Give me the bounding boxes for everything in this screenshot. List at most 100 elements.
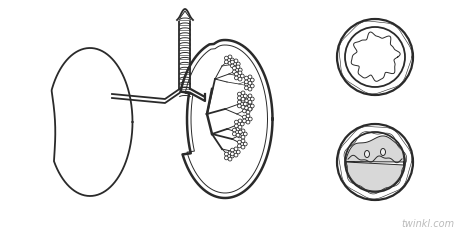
Circle shape <box>337 19 413 95</box>
Circle shape <box>243 105 246 109</box>
Circle shape <box>225 152 228 156</box>
Circle shape <box>237 96 241 100</box>
Circle shape <box>245 107 249 111</box>
Circle shape <box>247 78 251 82</box>
Circle shape <box>245 76 248 80</box>
Circle shape <box>238 71 242 75</box>
Circle shape <box>243 132 247 136</box>
Circle shape <box>228 61 232 65</box>
Circle shape <box>235 120 238 124</box>
Circle shape <box>241 139 245 143</box>
Polygon shape <box>351 32 400 81</box>
Circle shape <box>345 132 405 192</box>
Circle shape <box>237 144 241 148</box>
Circle shape <box>237 62 240 66</box>
Circle shape <box>241 91 245 95</box>
Circle shape <box>235 130 239 134</box>
Circle shape <box>237 134 241 138</box>
Circle shape <box>240 132 244 136</box>
Circle shape <box>250 78 254 82</box>
Circle shape <box>237 100 241 104</box>
Circle shape <box>241 105 245 109</box>
Circle shape <box>233 62 237 66</box>
Circle shape <box>250 97 254 101</box>
Circle shape <box>237 74 241 78</box>
Circle shape <box>248 75 252 79</box>
Circle shape <box>246 104 250 108</box>
Circle shape <box>246 120 250 124</box>
Circle shape <box>232 66 236 70</box>
Circle shape <box>243 109 246 113</box>
Circle shape <box>230 148 234 152</box>
Circle shape <box>225 156 228 160</box>
Circle shape <box>230 58 234 62</box>
Circle shape <box>241 129 245 133</box>
Circle shape <box>236 133 240 137</box>
Circle shape <box>345 27 405 87</box>
Circle shape <box>241 135 245 139</box>
Circle shape <box>227 154 231 158</box>
Circle shape <box>237 140 241 144</box>
Circle shape <box>248 101 252 105</box>
Circle shape <box>245 82 248 86</box>
Circle shape <box>238 125 242 129</box>
Circle shape <box>234 153 238 157</box>
Circle shape <box>235 68 239 72</box>
Circle shape <box>247 97 251 101</box>
Circle shape <box>237 104 241 108</box>
Circle shape <box>240 122 244 126</box>
Circle shape <box>248 100 252 104</box>
Circle shape <box>248 107 252 111</box>
Circle shape <box>243 119 246 123</box>
Circle shape <box>225 56 228 60</box>
Circle shape <box>246 114 250 118</box>
Circle shape <box>245 80 248 84</box>
Circle shape <box>240 102 244 106</box>
Circle shape <box>232 70 236 74</box>
Circle shape <box>245 95 248 99</box>
Polygon shape <box>177 9 193 20</box>
Circle shape <box>230 64 234 68</box>
Circle shape <box>233 150 237 154</box>
Circle shape <box>240 74 244 78</box>
Circle shape <box>237 130 241 134</box>
Circle shape <box>245 102 248 106</box>
Polygon shape <box>346 136 404 191</box>
Circle shape <box>232 128 236 132</box>
Circle shape <box>240 142 244 146</box>
Polygon shape <box>52 48 133 196</box>
Circle shape <box>230 152 234 156</box>
Circle shape <box>248 87 252 91</box>
Circle shape <box>241 97 245 101</box>
Circle shape <box>246 110 250 114</box>
Circle shape <box>248 94 252 98</box>
Circle shape <box>243 102 247 106</box>
Circle shape <box>227 58 231 62</box>
Circle shape <box>248 117 252 121</box>
Circle shape <box>235 72 238 76</box>
Circle shape <box>237 122 241 126</box>
Circle shape <box>243 94 247 98</box>
Circle shape <box>235 76 238 80</box>
Circle shape <box>234 59 238 63</box>
Circle shape <box>248 81 252 85</box>
Circle shape <box>228 55 232 59</box>
Ellipse shape <box>381 149 385 155</box>
Circle shape <box>236 127 240 131</box>
Circle shape <box>247 84 251 88</box>
Circle shape <box>238 77 242 81</box>
Circle shape <box>337 124 413 200</box>
Text: twinkl.com: twinkl.com <box>402 219 455 229</box>
Circle shape <box>240 94 244 98</box>
Polygon shape <box>181 40 273 198</box>
Circle shape <box>238 68 242 72</box>
Circle shape <box>243 115 246 119</box>
Circle shape <box>225 60 228 64</box>
Circle shape <box>247 104 251 108</box>
Circle shape <box>234 147 238 151</box>
Circle shape <box>250 104 254 108</box>
Circle shape <box>236 65 240 69</box>
Circle shape <box>237 150 240 154</box>
Circle shape <box>237 92 241 96</box>
Circle shape <box>238 130 242 134</box>
